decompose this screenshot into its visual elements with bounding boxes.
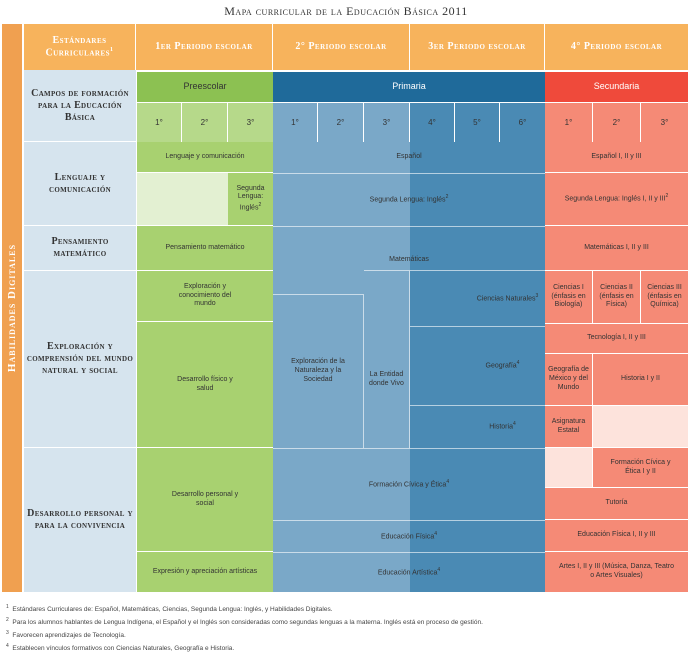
campo-pensamiento: Pensamiento matemático bbox=[24, 226, 136, 271]
grade-pri-5: 5° bbox=[455, 103, 500, 142]
header-periodo-3: 3er Periodo escolar bbox=[410, 24, 545, 70]
pri-divider-2 bbox=[273, 226, 545, 227]
level-primaria: Primaria bbox=[273, 72, 545, 102]
grade-pri-3: 3° bbox=[364, 103, 410, 142]
sec-ciencias-1: Ciencias I (énfasis en Biología) bbox=[545, 271, 593, 324]
pre-desarrollo-personal: Desarrollo personal y social bbox=[137, 448, 273, 552]
grade-pre-2: 2° bbox=[182, 103, 228, 142]
campo-exploracion: Exploración y comprensión del mundo natu… bbox=[24, 271, 136, 448]
pri-divider-5 bbox=[273, 448, 545, 449]
sec-asignatura-estatal: Asignatura Estatal bbox=[545, 406, 593, 448]
pri-divider-4 bbox=[273, 294, 364, 295]
pri-divider-7 bbox=[273, 552, 545, 553]
pri-formacion-civica: Formación Cívica y Ética4 bbox=[368, 478, 450, 489]
grade-pri-4: 4° bbox=[410, 103, 455, 142]
header-periodo-2: 2° Periodo escolar bbox=[273, 24, 410, 70]
sec-formacion-civica: Formación Cívica y Ética I y II bbox=[593, 448, 688, 488]
sec-segunda-lengua: Segunda Lengua: Inglés I, II y III2 bbox=[545, 173, 688, 226]
sec-empty-1 bbox=[593, 406, 688, 448]
side-label-habilidades: Habilidades Digitales bbox=[2, 24, 22, 592]
pri-segunda-lengua: Segunda Lengua: Inglés2 bbox=[369, 194, 449, 204]
grade-pre-3: 3° bbox=[228, 103, 273, 142]
level-preescolar: Preescolar bbox=[137, 72, 273, 102]
grade-sec-1: 1° bbox=[545, 103, 593, 142]
footnote-1: 1 Estándares Curriculares de: Español, M… bbox=[6, 604, 333, 614]
sec-tecnologia: Tecnología I, II y III bbox=[545, 324, 688, 354]
campos-header: Campos de formación para la Educación Bá… bbox=[24, 70, 136, 142]
primaria-bg-46 bbox=[410, 142, 545, 592]
sec-geografia: Geografía de México y del Mundo bbox=[545, 354, 593, 406]
pri-espanol: Español bbox=[396, 153, 422, 161]
footnote-4: 4 Establecen vínculos formativos con Cie… bbox=[6, 643, 235, 653]
sec-espanol: Español I, II y III bbox=[545, 142, 688, 173]
pri-educacion-fisica: Educación Física4 bbox=[380, 530, 438, 541]
pre-lenguaje: Lenguaje y comunicación bbox=[137, 142, 273, 173]
campo-lenguaje: Lenguaje y comunicación bbox=[24, 142, 136, 226]
sec-historia: Historia I y II bbox=[593, 354, 688, 406]
header-estandares: Estándares Curriculares1 bbox=[24, 24, 136, 70]
side-label-text: Habilidades Digitales bbox=[6, 243, 19, 373]
header-periodo-4: 4° Periodo escolar bbox=[545, 24, 688, 70]
pri-divider-1 bbox=[273, 173, 545, 174]
primaria-bg-13 bbox=[273, 142, 410, 592]
pri-historia: Historia4 bbox=[489, 421, 516, 431]
pri-exploracion-naturaleza: Exploración de la Naturaleza y la Socied… bbox=[273, 295, 364, 448]
level-secundaria: Secundaria bbox=[545, 72, 688, 102]
grade-pri-2: 2° bbox=[318, 103, 364, 142]
pre-segunda-lengua: Segunda Lengua: Inglés2 bbox=[228, 173, 273, 226]
grade-sec-2: 2° bbox=[593, 103, 641, 142]
campo-desarrollo: Desarrollo personal y para la convivenci… bbox=[27, 508, 133, 531]
sec-educacion-fisica: Educación Física I, II y III bbox=[545, 520, 688, 552]
pre-pensamiento: Pensamiento matemático bbox=[137, 226, 273, 271]
pri-matematicas: Matemáticas bbox=[389, 256, 429, 264]
pre-desarrollo-fisico: Desarrollo físico y salud bbox=[137, 322, 273, 448]
pre-empty-lenguaje bbox=[137, 173, 228, 226]
pri-divider-6 bbox=[273, 520, 545, 521]
page-title: Mapa curricular de la Educación Básica 2… bbox=[224, 4, 468, 18]
footnote-3: 3 Favorecen aprendizajes de Tecnología. bbox=[6, 630, 126, 640]
pri-divider-3 bbox=[364, 270, 545, 271]
sec-ciencias-3: Ciencias III (énfasis en Química) bbox=[641, 271, 688, 324]
pri-educacion-artistica: Educación Artística4 bbox=[377, 566, 441, 577]
pri-ciencias-naturales: Ciencias Naturales3 bbox=[410, 271, 545, 327]
grade-sec-3: 3° bbox=[641, 103, 688, 142]
grade-pre-1: 1° bbox=[137, 103, 182, 142]
footnote-2: 2 Para los alumnos hablantes de Lengua I… bbox=[6, 617, 483, 627]
pre-expresion: Expresión y apreciación artísticas bbox=[137, 552, 273, 592]
sec-artes: Artes I, II y III (Música, Danza, Teatro… bbox=[545, 552, 688, 592]
pre-exploracion: Exploración y conocimiento del mundo bbox=[137, 271, 273, 322]
grade-pri-6: 6° bbox=[500, 103, 545, 142]
grade-pri-1: 1° bbox=[273, 103, 318, 142]
sec-ciencias-2: Ciencias II (énfasis en Física) bbox=[593, 271, 641, 324]
sec-matematicas: Matemáticas I, II y III bbox=[545, 226, 688, 271]
pri-entidad: La Entidad donde Vivo bbox=[364, 271, 410, 448]
pri-geografia: Geografía4 bbox=[410, 327, 545, 406]
sec-tutoria: Tutoría bbox=[545, 488, 688, 520]
header-periodo-1: 1er Periodo escolar bbox=[136, 24, 273, 70]
campos-column-bg bbox=[24, 70, 136, 592]
sec-empty-2 bbox=[545, 448, 593, 488]
